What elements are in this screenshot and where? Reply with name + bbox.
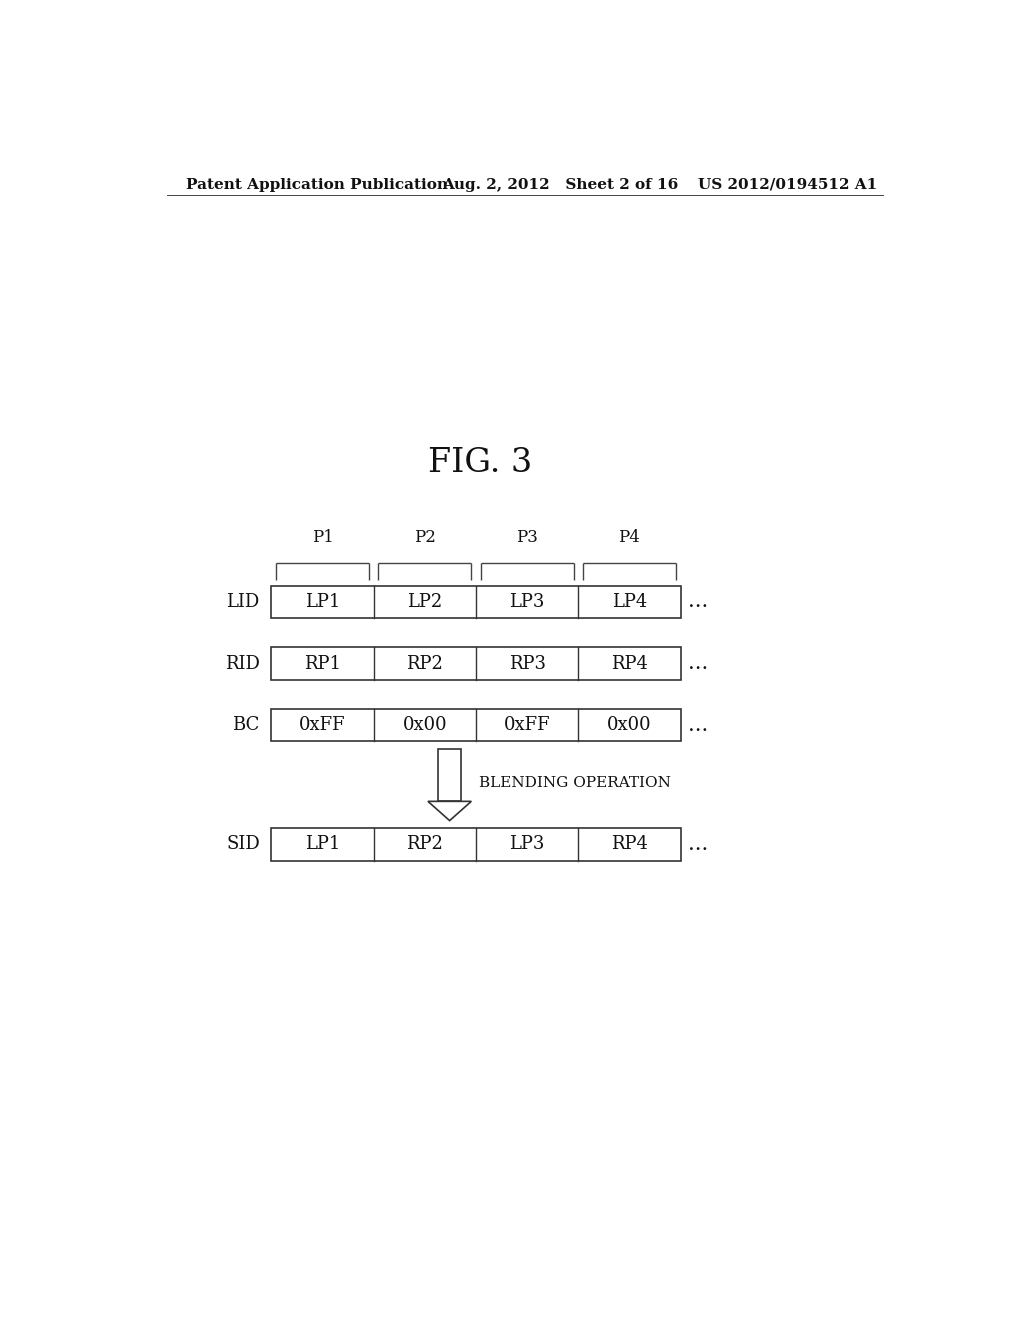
- Text: ...: ...: [688, 836, 709, 854]
- Text: 0xFF: 0xFF: [504, 717, 551, 734]
- Text: RP2: RP2: [407, 655, 443, 672]
- Text: Aug. 2, 2012   Sheet 2 of 16: Aug. 2, 2012 Sheet 2 of 16: [442, 178, 678, 191]
- Text: LP3: LP3: [509, 836, 545, 854]
- Text: RID: RID: [225, 655, 260, 672]
- Text: LP4: LP4: [611, 593, 647, 611]
- Text: BLENDING OPERATION: BLENDING OPERATION: [479, 776, 671, 791]
- Text: LP2: LP2: [408, 593, 442, 611]
- Text: P2: P2: [414, 529, 436, 545]
- Text: RP3: RP3: [509, 655, 546, 672]
- Bar: [271, 709, 681, 742]
- Bar: [438, 748, 461, 801]
- Text: P1: P1: [311, 529, 334, 545]
- Text: RP4: RP4: [611, 655, 648, 672]
- Bar: [271, 647, 681, 680]
- Text: US 2012/0194512 A1: US 2012/0194512 A1: [697, 178, 877, 191]
- Text: BC: BC: [232, 717, 260, 734]
- Text: 0x00: 0x00: [402, 717, 447, 734]
- Text: 0x00: 0x00: [607, 717, 651, 734]
- Text: ...: ...: [688, 715, 709, 735]
- Text: 0xFF: 0xFF: [299, 717, 346, 734]
- Bar: [271, 586, 681, 618]
- Text: RP4: RP4: [611, 836, 648, 854]
- Text: ...: ...: [688, 593, 709, 611]
- Text: LP1: LP1: [305, 593, 340, 611]
- Text: RP1: RP1: [304, 655, 341, 672]
- Text: P4: P4: [618, 529, 640, 545]
- Text: FIG. 3: FIG. 3: [428, 447, 532, 479]
- Bar: [271, 829, 681, 861]
- Text: RP2: RP2: [407, 836, 443, 854]
- Text: LID: LID: [226, 593, 260, 611]
- Text: SID: SID: [226, 836, 260, 854]
- Text: LP3: LP3: [509, 593, 545, 611]
- Polygon shape: [428, 801, 471, 821]
- Text: ...: ...: [688, 653, 709, 673]
- Text: LP1: LP1: [305, 836, 340, 854]
- Text: P3: P3: [516, 529, 538, 545]
- Text: Patent Application Publication: Patent Application Publication: [186, 178, 449, 191]
